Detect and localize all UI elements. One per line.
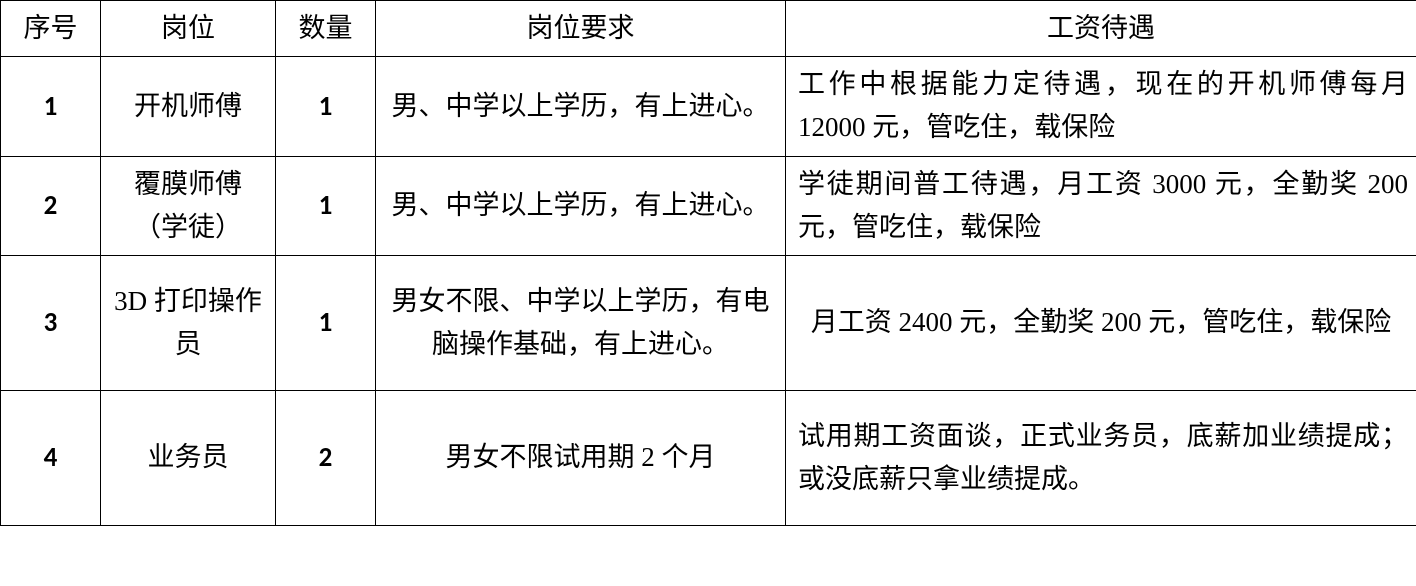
cell-pos: 3D 打印操作员: [101, 255, 276, 390]
table-row: 1 开机师傅 1 男、中学以上学历，有上进心。 工作中根据能力定待遇，现在的开机…: [1, 57, 1416, 156]
header-sal: 工资待遇: [786, 1, 1416, 57]
cell-num: 2: [1, 156, 101, 255]
cell-num: 4: [1, 390, 101, 525]
cell-num: 3: [1, 255, 101, 390]
cell-qty: 1: [276, 57, 376, 156]
table-row: 3 3D 打印操作员 1 男女不限、中学以上学历，有电脑操作基础，有上进心。 月…: [1, 255, 1416, 390]
header-pos: 岗位: [101, 1, 276, 57]
header-num: 序号: [1, 1, 101, 57]
table-row: 4 业务员 2 男女不限试用期 2 个月 试用期工资面谈，正式业务员，底薪加业绩…: [1, 390, 1416, 525]
cell-req: 男、中学以上学历，有上进心。: [376, 156, 786, 255]
cell-pos: 开机师傅: [101, 57, 276, 156]
cell-qty: 1: [276, 255, 376, 390]
cell-req: 男女不限试用期 2 个月: [376, 390, 786, 525]
cell-sal: 工作中根据能力定待遇，现在的开机师傅每月 12000 元，管吃住，载保险: [786, 57, 1416, 156]
cell-pos: 覆膜师傅（学徒）: [101, 156, 276, 255]
cell-pos: 业务员: [101, 390, 276, 525]
table-header-row: 序号 岗位 数量 岗位要求 工资待遇: [1, 1, 1416, 57]
cell-qty: 2: [276, 390, 376, 525]
header-qty: 数量: [276, 1, 376, 57]
header-req: 岗位要求: [376, 1, 786, 57]
cell-sal: 月工资 2400 元，全勤奖 200 元，管吃住，载保险: [786, 255, 1416, 390]
cell-qty: 1: [276, 156, 376, 255]
cell-num: 1: [1, 57, 101, 156]
job-table: 序号 岗位 数量 岗位要求 工资待遇 1 开机师傅 1 男、中学以上学历，有上进…: [0, 0, 1416, 526]
cell-sal: 学徒期间普工待遇，月工资 3000 元，全勤奖 200 元，管吃住，载保险: [786, 156, 1416, 255]
table-row: 2 覆膜师傅（学徒） 1 男、中学以上学历，有上进心。 学徒期间普工待遇，月工资…: [1, 156, 1416, 255]
cell-req: 男、中学以上学历，有上进心。: [376, 57, 786, 156]
cell-req: 男女不限、中学以上学历，有电脑操作基础，有上进心。: [376, 255, 786, 390]
cell-sal: 试用期工资面谈，正式业务员，底薪加业绩提成；或没底薪只拿业绩提成。: [786, 390, 1416, 525]
